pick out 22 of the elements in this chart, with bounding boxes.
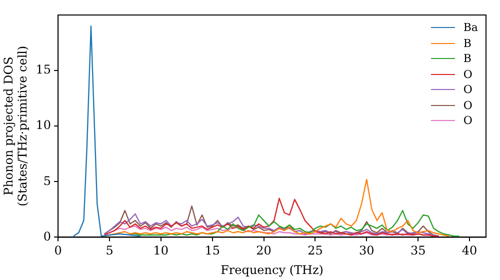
x-tick-label: 30 [359, 244, 374, 258]
x-tick-label: 20 [256, 244, 272, 258]
legend-label: O [463, 82, 472, 98]
x-tick-label: 15 [204, 244, 220, 258]
x-tick-label: 10 [153, 244, 169, 258]
legend-label: O [463, 98, 472, 113]
x-tick-label: 0 [54, 244, 62, 258]
y-tick-label: 15 [36, 62, 52, 77]
y-axis-title: Phonon projected DOS (States/THz·primitive cell) [1, 46, 30, 206]
y-tick-label: 5 [43, 174, 52, 188]
y-tick-label: 0 [43, 229, 52, 244]
x-tick-label: 40 [462, 244, 478, 258]
x-tick-label: 25 [308, 244, 323, 258]
x-axis-title: Frequency (THz) [220, 262, 324, 277]
x-tick-label: 35 [410, 244, 426, 258]
legend-label: O [463, 113, 472, 128]
legend-label: O [463, 66, 472, 82]
legend-label: B [463, 36, 472, 51]
x-tick-label: 5 [106, 244, 114, 258]
y-tick-label: 10 [36, 118, 52, 132]
legend-label: Ba [463, 20, 478, 36]
legend-label: B [463, 51, 472, 66]
